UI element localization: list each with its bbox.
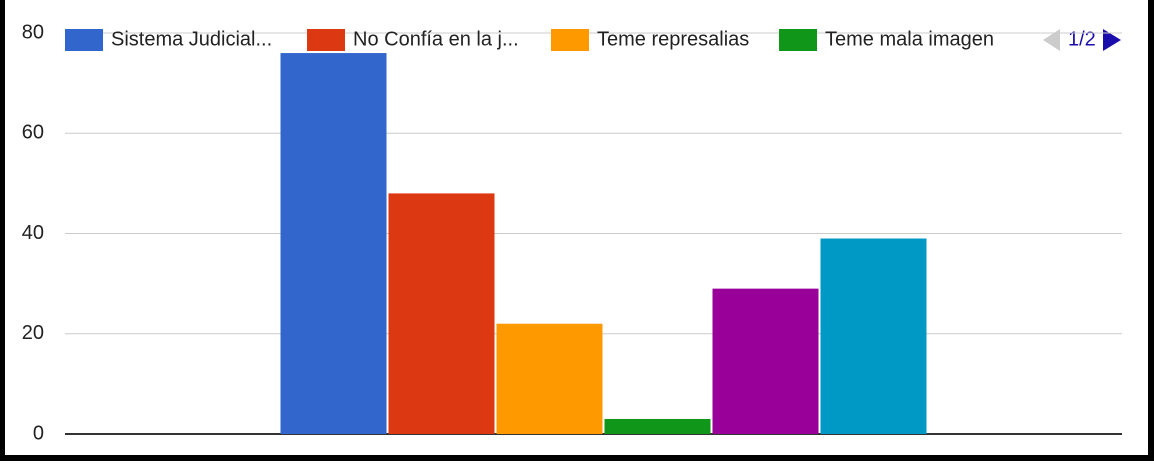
legend-label: No Confía en la j... xyxy=(353,28,519,50)
legend-prev[interactable] xyxy=(1043,29,1060,51)
legend-swatch xyxy=(65,29,103,51)
frame-right xyxy=(1148,0,1154,461)
y-tick-label: 40 xyxy=(22,222,44,244)
y-tick-label: 0 xyxy=(33,422,44,444)
bar xyxy=(712,288,819,434)
bar xyxy=(280,53,387,435)
legend-swatch xyxy=(779,29,817,51)
frame-left xyxy=(0,0,5,461)
legend-swatch xyxy=(551,29,589,51)
y-tick-label: 80 xyxy=(22,21,44,43)
bar xyxy=(820,238,927,434)
bar xyxy=(496,323,603,434)
bar xyxy=(604,418,711,434)
legend-label: Sistema Judicial... xyxy=(111,28,272,50)
frame-bottom xyxy=(0,455,1154,461)
legend-label: Teme mala imagen xyxy=(825,28,994,50)
legend-label: Teme represalias xyxy=(597,28,749,50)
bar xyxy=(388,193,495,434)
y-tick-label: 20 xyxy=(22,322,44,344)
legend-page: 1/2 xyxy=(1068,28,1096,50)
y-tick-label: 60 xyxy=(22,122,44,144)
legend-next[interactable] xyxy=(1103,29,1121,51)
legend-swatch xyxy=(307,29,345,51)
